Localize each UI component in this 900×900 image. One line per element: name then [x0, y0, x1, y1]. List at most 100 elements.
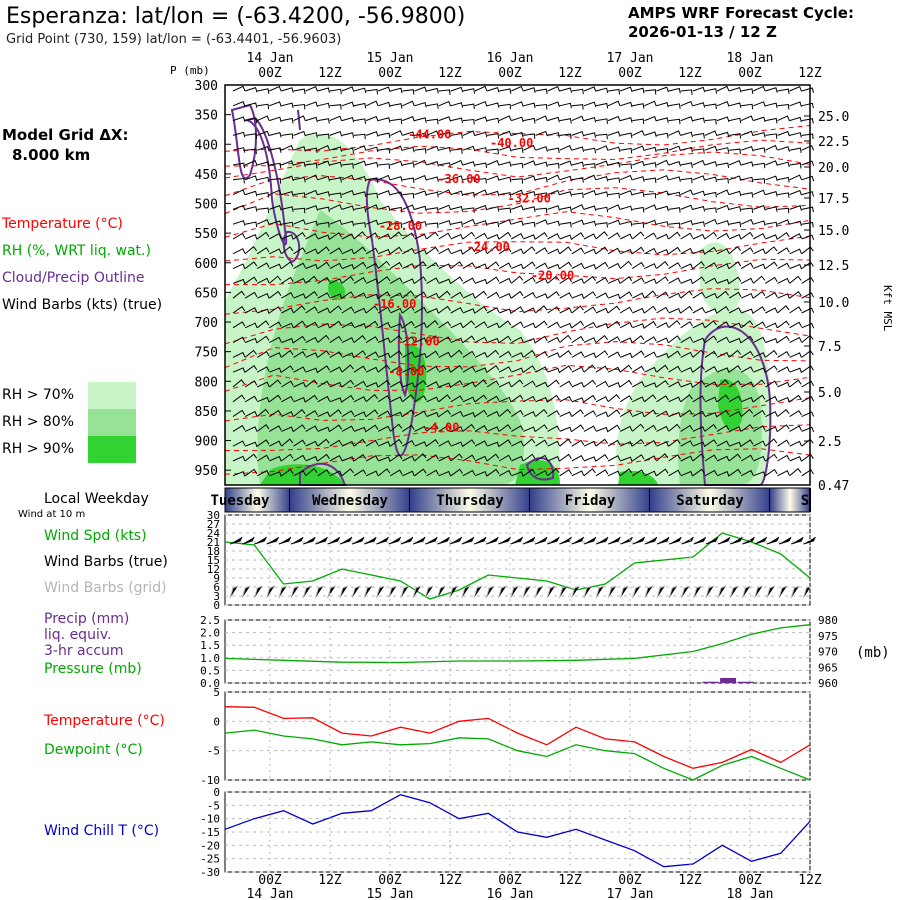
weekday-label-2: Thursday: [436, 493, 504, 509]
cloud-outline-4: [397, 312, 410, 398]
pressure-tick-label-2: 400: [195, 138, 218, 153]
temperature-contour-3: [224, 169, 811, 197]
height-tick-label-0: 25.0: [818, 110, 849, 125]
pressure-unit-label: P (mb): [170, 64, 210, 77]
legend-windchill: Wind Chill T (°C): [44, 823, 160, 839]
legend-rh80: RH > 80%: [2, 414, 75, 430]
bottom-date-4: 18 Jan: [727, 887, 774, 900]
top-time-tick-9: 12Z: [798, 66, 822, 81]
legend-precip-2: liq. equiv.: [44, 627, 112, 643]
bottom-time-tick-8: 00Z: [738, 873, 762, 888]
top-time-tick-2: 00Z: [378, 66, 402, 81]
temperature-label-9: -8.00: [388, 364, 424, 378]
precip-panel-ytick-3: 1.0: [200, 652, 220, 665]
height-tick-label-2: 20.0: [818, 161, 849, 176]
precip-panel-ytick-4: 0.5: [200, 664, 220, 677]
temp-panel-ytick-2: -5: [207, 745, 220, 758]
temperature-label-8: -12.00: [396, 335, 439, 349]
pressure-tick-label-7: 650: [195, 286, 218, 301]
rh70-swatch: [88, 382, 136, 409]
height-tick-label-3: 17.5: [818, 192, 849, 207]
temperature-label-3: -32.00: [508, 191, 551, 205]
wind-barbs-true-row: [229, 536, 816, 545]
temp-panel-frame: [224, 691, 811, 781]
pressure-tick-label-8: 700: [195, 316, 218, 331]
top-time-tick-1: 12Z: [318, 66, 342, 81]
bottom-time-tick-5: 12Z: [558, 873, 582, 888]
model-grid-label: Model Grid ΔX:: [2, 126, 129, 144]
bottom-time-tick-4: 00Z: [498, 873, 522, 888]
grid-point-label: Grid Point (730, 159) lat/lon = (-63.440…: [6, 32, 342, 47]
pressure-tick-label-5: 550: [195, 227, 218, 242]
windchill-panel-ytick-0: 0: [213, 786, 220, 799]
weekday-cell-0: [225, 488, 290, 512]
height-tick-label-9: 2.5: [818, 435, 841, 450]
legend-rh70: RH > 70%: [2, 387, 75, 403]
pressure-line: [224, 624, 811, 664]
cloud-outline-8: [297, 109, 301, 131]
bottom-time-tick-7: 12Z: [678, 873, 702, 888]
pressure-tick-label-10: 800: [195, 375, 218, 390]
precip-bar-0: [702, 681, 719, 683]
cloud-outline-7: [525, 457, 555, 481]
temperature-contour-6: [224, 235, 811, 262]
top-date-2: 16 Jan: [487, 51, 534, 66]
cycle-line-2: 2026-01-13 / 12 Z: [628, 23, 777, 41]
legend-rh: RH (%, WRT liq. wat.): [2, 243, 151, 259]
windchill-panel-ytick-5: -25: [200, 853, 220, 866]
windchill-panel-ytick-4: -20: [200, 839, 220, 852]
bottom-date-0: 14 Jan: [247, 887, 294, 900]
rh80-swatch: [88, 409, 136, 436]
rh90-region-0: [405, 344, 427, 403]
legend-precip-3: 3-hr accum: [44, 643, 124, 659]
legend-wind-barbs: Wind Barbs (kts) (true): [2, 297, 163, 313]
top-date-4: 18 Jan: [727, 51, 774, 66]
temperature-contour-7: [224, 258, 811, 286]
legend-wind-spd: Wind Spd (kts): [44, 528, 147, 544]
precip-panel-frame: [224, 619, 811, 684]
model-grid-value: 8.000 km: [12, 146, 91, 164]
windchill-line: [224, 794, 811, 868]
legend-temp2: Temperature (°C): [44, 713, 165, 729]
cycle-line-1: AMPS WRF Forecast Cycle:: [628, 4, 854, 22]
height-tick-label-8: 5.0: [818, 386, 841, 401]
cross-section-frame: [224, 84, 811, 486]
weekday-label-4: Saturday: [676, 493, 744, 509]
weekday-label-3: Friday: [565, 493, 616, 509]
top-time-tick-0: 00Z: [258, 66, 282, 81]
wind-panel-ytick-1: 27: [207, 518, 220, 531]
legend-pressure: Pressure (mb): [44, 661, 142, 677]
forecast-cycle: AMPS WRF Forecast Cycle: 2026-01-13 / 12…: [628, 4, 854, 42]
weekday-cell-3: [530, 488, 650, 512]
weekday-cell-4: [650, 488, 770, 512]
legend-barbs-true: Wind Barbs (true): [44, 554, 168, 570]
temp-panel-ytick-3: -10: [200, 774, 220, 787]
rh90-region-1: [328, 280, 346, 300]
wind-panel-ytick-0: 30: [207, 509, 220, 522]
rh90-region-2: [718, 379, 743, 431]
temperature-contour-10: [224, 341, 811, 369]
weekday-cell-1: [290, 488, 410, 512]
temperature-label-0: -44.00: [408, 127, 451, 141]
pressure-tick-label-4: 500: [195, 198, 218, 213]
wind-panel-ytick-5: 15: [207, 554, 220, 567]
temperature-label-6: -20.00: [531, 268, 574, 282]
bottom-time-tick-0: 00Z: [258, 873, 282, 888]
pressure-y2tick-2: 970: [818, 646, 838, 659]
wind-barbs-cross-section: [232, 85, 815, 477]
legend-cloud: Cloud/Precip Outline: [2, 270, 145, 286]
pressure-tick-label-13: 950: [195, 464, 218, 479]
temperature-line: [224, 706, 811, 769]
legend-rh90: RH > 90%: [2, 441, 75, 457]
legend-dewpoint: Dewpoint (°C): [44, 742, 143, 758]
pressure-y2tick-0: 980: [818, 614, 838, 627]
weekday-cell-2: [410, 488, 530, 512]
precip-bar-1: [720, 677, 737, 683]
bottom-time-tick-1: 12Z: [318, 873, 342, 888]
temp-panel-ytick-1: 0: [213, 715, 220, 728]
wind-panel-ytick-9: 3: [213, 590, 220, 603]
wind-panel-ytick-3: 21: [207, 536, 220, 549]
temperature-contour-5: [224, 211, 811, 238]
pressure-tick-label-1: 350: [195, 109, 218, 124]
windchill-panel-ytick-1: -5: [207, 799, 220, 812]
